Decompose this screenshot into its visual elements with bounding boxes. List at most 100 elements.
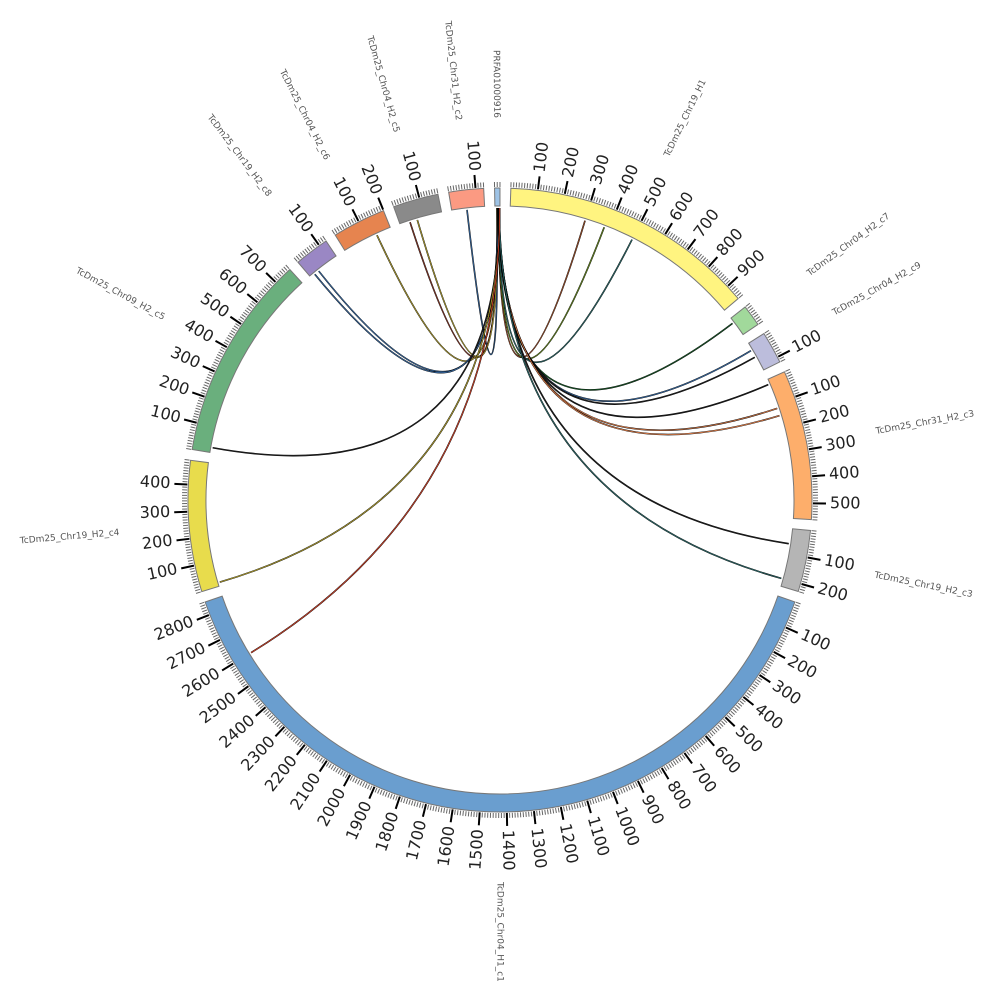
- major-tick: [727, 276, 739, 287]
- minor-tick: [278, 724, 283, 729]
- minor-tick: [722, 275, 727, 281]
- major-tick: [683, 752, 693, 765]
- minor-tick: [246, 307, 251, 312]
- minor-tick: [794, 604, 800, 607]
- minor-tick: [541, 810, 544, 816]
- minor-tick: [790, 381, 796, 385]
- tick-label: 500: [830, 493, 861, 512]
- minor-tick: [436, 188, 439, 194]
- minor-tick: [799, 591, 805, 594]
- minor-tick: [333, 228, 338, 234]
- tick-label: 500: [197, 289, 233, 322]
- minor-tick: [748, 307, 754, 312]
- minor-tick: [790, 614, 796, 618]
- major-tick: [473, 174, 477, 189]
- minor-tick: [187, 559, 193, 562]
- major-tick: [615, 197, 623, 210]
- link-outline: [497, 208, 605, 360]
- minor-tick: [591, 798, 595, 804]
- minor-tick: [563, 806, 566, 812]
- tick-label: 700: [688, 760, 721, 796]
- minor-tick: [602, 795, 605, 801]
- tick-label: 1400: [499, 830, 519, 871]
- minor-tick: [770, 656, 776, 660]
- minor-tick: [807, 559, 813, 562]
- minor-tick: [244, 309, 250, 314]
- minor-tick: [757, 676, 763, 681]
- minor-tick: [299, 742, 304, 748]
- minor-tick: [217, 354, 222, 358]
- minor-tick: [281, 268, 286, 273]
- minor-tick: [273, 276, 278, 281]
- minor-tick: [556, 187, 559, 193]
- minor-tick: [676, 237, 680, 242]
- minor-tick: [429, 805, 432, 811]
- minor-tick: [775, 349, 781, 353]
- minor-tick: [319, 757, 323, 763]
- minor-tick: [214, 636, 220, 641]
- tick-label: 1100: [584, 814, 614, 858]
- minor-tick: [398, 198, 402, 204]
- minor-tick: [186, 445, 192, 448]
- minor-tick: [712, 266, 717, 271]
- link-fill: [219, 207, 500, 583]
- minor-tick: [418, 802, 422, 808]
- minor-tick: [256, 294, 262, 299]
- segment-label: TcDm25_Chr09_H2_c5: [73, 266, 166, 323]
- major-tick: [664, 222, 673, 235]
- major-tick: [758, 674, 771, 684]
- major-tick: [801, 583, 815, 589]
- minor-tick: [248, 305, 253, 310]
- minor-tick: [460, 184, 463, 190]
- tick-label: 200: [157, 371, 192, 399]
- minor-tick: [809, 453, 815, 456]
- segment-label: TcDm25_Chr19_H2_c3: [872, 570, 973, 600]
- minor-tick: [689, 246, 694, 252]
- minor-tick: [345, 221, 350, 227]
- minor-tick: [804, 426, 810, 429]
- minor-tick: [387, 792, 391, 798]
- minor-tick: [657, 225, 662, 231]
- minor-tick: [202, 386, 208, 390]
- minor-tick: [656, 770, 661, 776]
- major-tick: [812, 474, 826, 478]
- minor-tick: [729, 283, 735, 289]
- minor-tick: [704, 259, 709, 264]
- minor-tick: [275, 274, 280, 279]
- minor-tick: [205, 379, 211, 382]
- minor-tick: [721, 720, 726, 725]
- minor-tick: [375, 206, 379, 212]
- minor-tick: [437, 806, 440, 813]
- minor-tick: [343, 222, 347, 228]
- minor-tick: [803, 575, 809, 578]
- minor-tick: [369, 785, 373, 791]
- minor-tick: [675, 758, 679, 764]
- major-tick: [174, 482, 188, 486]
- minor-tick: [297, 253, 302, 259]
- segment-TcDm25_Chr19_H2_c3: 100 200 TcDm25_Chr19_H2_c3: [780, 528, 973, 605]
- minor-tick: [607, 793, 611, 799]
- minor-tick: [784, 629, 790, 633]
- major-tick: [707, 256, 719, 268]
- minor-tick: [777, 644, 783, 648]
- minor-tick: [534, 183, 537, 190]
- minor-tick: [574, 191, 578, 197]
- minor-tick: [746, 692, 751, 697]
- minor-tick: [608, 201, 612, 207]
- minor-tick: [232, 327, 237, 332]
- major-tick: [183, 418, 197, 424]
- minor-tick: [190, 573, 196, 576]
- minor-tick: [558, 187, 561, 193]
- minor-tick: [789, 379, 795, 382]
- minor-tick: [770, 339, 775, 343]
- minor-tick: [215, 356, 221, 360]
- minor-tick: [697, 253, 702, 259]
- segment-label: PRFA01000916: [491, 50, 502, 118]
- minor-tick: [651, 773, 656, 779]
- minor-tick: [622, 787, 626, 793]
- link-fill: [416, 208, 498, 358]
- minor-tick: [454, 809, 456, 815]
- minor-tick: [428, 189, 431, 196]
- minor-tick: [425, 190, 428, 196]
- minor-tick: [190, 570, 196, 573]
